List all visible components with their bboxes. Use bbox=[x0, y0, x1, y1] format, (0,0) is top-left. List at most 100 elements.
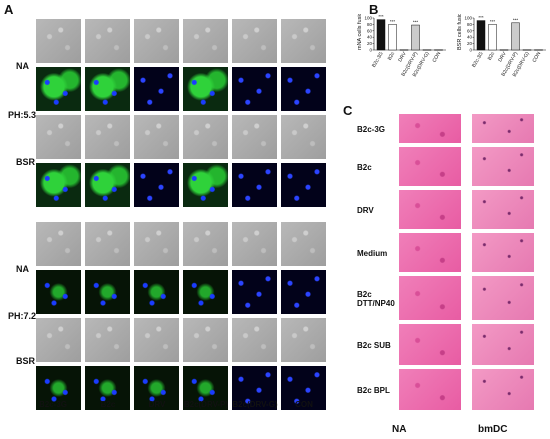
micrograph-ph53-bsr-fluorescence-5 bbox=[281, 163, 326, 207]
micrograph-ph53-bsr-brightfield-4 bbox=[232, 115, 277, 159]
histology-row-label-0: B2c-3G bbox=[357, 124, 386, 134]
micrograph-ph53-bsr-brightfield-2 bbox=[134, 115, 179, 159]
significance-1-1: *** bbox=[490, 19, 496, 24]
significance-1-3: *** bbox=[513, 17, 519, 22]
micrograph-grid bbox=[36, 19, 326, 417]
micrograph-ph72-na-fluorescence-0 bbox=[36, 270, 81, 314]
micrograph-ph53-na-brightfield-4 bbox=[232, 19, 277, 63]
micrograph-ph72-bsr-fluorescence-3 bbox=[183, 366, 228, 410]
histology-row-label-4: B2c DTT/NP40 bbox=[357, 290, 395, 308]
micrograph-ph72-bsr-brightfield-3 bbox=[183, 318, 228, 362]
micrograph-ph53-na-brightfield-0 bbox=[36, 19, 81, 63]
micrograph-ph53-na-fluorescence-0 bbox=[36, 67, 81, 111]
micrograph-ph72-na-brightfield-1 bbox=[85, 222, 130, 266]
column-header-3: B2c(DRV-P) bbox=[183, 400, 229, 409]
micrograph-ph72-na-fluorescence-1 bbox=[85, 270, 130, 314]
condition-label-ph53: PH:5.3 bbox=[8, 110, 37, 120]
fusion-bar-charts: mNA cells fusion % 100806040200***B2c-3G*… bbox=[357, 14, 546, 78]
histology-na-3 bbox=[399, 233, 461, 272]
condition-label-ph72: PH:7.2 bbox=[8, 311, 37, 321]
y-tick-label-0-3: 40 bbox=[367, 35, 373, 40]
micrograph-ph72-bsr-brightfield-1 bbox=[85, 318, 130, 362]
y-tick-label-1-1: 80 bbox=[467, 22, 473, 27]
column-header-5: CON bbox=[295, 400, 313, 409]
histology-row-label-1: B2c bbox=[357, 162, 372, 172]
micrograph-ph72-na-fluorescence-5 bbox=[281, 270, 326, 314]
significance-1-0: *** bbox=[478, 15, 484, 20]
histology-bmdc-4 bbox=[472, 276, 534, 320]
histology-bmdc-0 bbox=[472, 114, 534, 143]
histology-na-0 bbox=[399, 114, 461, 143]
y-tick-label-1-0: 100 bbox=[464, 16, 472, 21]
significance-0-1: *** bbox=[390, 19, 396, 24]
micrograph-ph72-na-brightfield-3 bbox=[183, 222, 228, 266]
micrograph-ph53-na-fluorescence-3 bbox=[183, 67, 228, 111]
bar-0-1 bbox=[388, 24, 397, 51]
row-label-na-top: NA bbox=[16, 61, 29, 71]
micrograph-ph72-na-fluorescence-4 bbox=[232, 270, 277, 314]
y-tick-label-1-5: 0 bbox=[469, 48, 472, 53]
x-tick-label-0-0: B2c-3G bbox=[371, 51, 385, 69]
bar-1-2 bbox=[499, 49, 509, 51]
micrograph-ph72-bsr-fluorescence-2 bbox=[134, 366, 179, 410]
y-tick-label-0-2: 60 bbox=[367, 28, 373, 33]
micrograph-ph72-na-fluorescence-2 bbox=[134, 270, 179, 314]
x-tick-label-0-2: DRV bbox=[397, 50, 408, 63]
x-tick-label-1-1: B2c bbox=[487, 51, 497, 62]
histology-na-1 bbox=[399, 147, 461, 186]
micrograph-ph53-bsr-brightfield-3 bbox=[183, 115, 228, 159]
micrograph-ph72-bsr-fluorescence-5 bbox=[281, 366, 326, 410]
x-tick-label-1-5: CON bbox=[531, 51, 542, 64]
y-tick-label-1-4: 20 bbox=[467, 41, 473, 46]
micrograph-ph72-bsr-fluorescence-0 bbox=[36, 366, 81, 410]
significance-0-3: *** bbox=[413, 20, 419, 25]
micrograph-ph53-na-fluorescence-1 bbox=[85, 67, 130, 111]
histology-na-6 bbox=[399, 369, 461, 410]
row-label-bsr-bottom: BSR bbox=[16, 356, 36, 366]
histology-row-label-3: Medium bbox=[357, 248, 388, 258]
micrograph-ph72-na-brightfield-2 bbox=[134, 222, 179, 266]
histology-na-4 bbox=[399, 276, 461, 320]
micrograph-ph72-bsr-fluorescence-1 bbox=[85, 366, 130, 410]
panel-label-c: C bbox=[343, 103, 353, 118]
micrograph-ph53-na-brightfield-1 bbox=[85, 19, 130, 63]
y-tick-label-0-0: 100 bbox=[364, 16, 372, 21]
x-tick-label-0-1: B2c bbox=[387, 51, 397, 62]
y-axis-label-1: BSR cells fusion % bbox=[457, 14, 463, 50]
bar-0-0 bbox=[376, 19, 386, 51]
y-axis-label-0: mNA cells fusion % bbox=[357, 14, 363, 50]
histology-row-label-6: B2c BPL bbox=[357, 385, 390, 395]
bar-0-5 bbox=[434, 49, 443, 51]
micrograph-ph53-bsr-fluorescence-1 bbox=[85, 163, 130, 207]
micrograph-ph72-bsr-fluorescence-4 bbox=[232, 366, 277, 410]
micrograph-ph53-bsr-fluorescence-4 bbox=[232, 163, 277, 207]
y-tick-label-1-2: 60 bbox=[467, 28, 473, 33]
significance-0-0: *** bbox=[378, 14, 384, 19]
histology-bmdc-6 bbox=[472, 369, 534, 410]
micrograph-ph53-bsr-brightfield-5 bbox=[281, 115, 326, 159]
micrograph-ph53-bsr-fluorescence-0 bbox=[36, 163, 81, 207]
micrograph-ph72-na-brightfield-4 bbox=[232, 222, 277, 266]
micrograph-ph53-na-brightfield-5 bbox=[281, 19, 326, 63]
histology-bmdc-2 bbox=[472, 190, 534, 229]
panel-label-b: B bbox=[369, 2, 379, 17]
x-tick-label-0-5: CON bbox=[431, 51, 442, 64]
micrograph-ph53-na-fluorescence-2 bbox=[134, 67, 179, 111]
micrograph-ph53-na-brightfield-3 bbox=[183, 19, 228, 63]
bar-1-1 bbox=[488, 24, 497, 51]
micrograph-ph53-na-brightfield-2 bbox=[134, 19, 179, 63]
histology-na-5 bbox=[399, 324, 461, 365]
histology-bmdc-1 bbox=[472, 147, 534, 186]
histology-bmdc-3 bbox=[472, 233, 534, 272]
column-header-1: B2c bbox=[100, 400, 116, 409]
column-header-4: B2c(DRV-G) bbox=[232, 400, 278, 409]
micrograph-ph72-na-brightfield-0 bbox=[36, 222, 81, 266]
row-label-na-bottom: NA bbox=[16, 264, 29, 274]
histology-na-2 bbox=[399, 190, 461, 229]
panel-label-a: A bbox=[4, 2, 14, 17]
bar-0-3 bbox=[411, 24, 420, 51]
micrograph-ph72-na-fluorescence-3 bbox=[183, 270, 228, 314]
col-label-na: NA bbox=[392, 424, 407, 435]
micrograph-ph53-na-fluorescence-4 bbox=[232, 67, 277, 111]
histology-bmdc-5 bbox=[472, 324, 534, 365]
